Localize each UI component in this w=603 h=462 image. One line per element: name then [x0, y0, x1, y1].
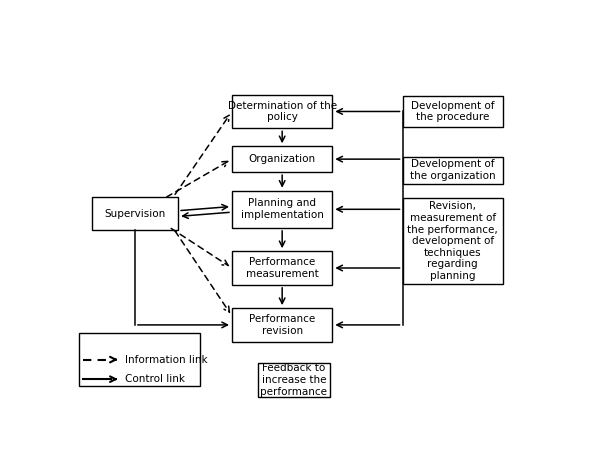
Text: Determination of the
policy: Determination of the policy — [227, 101, 336, 122]
Text: Information link: Information link — [125, 355, 208, 365]
FancyBboxPatch shape — [257, 363, 330, 397]
Text: Revision,
measurement of
the performance,
development of
techniques
regarding
pl: Revision, measurement of the performance… — [408, 201, 498, 281]
FancyBboxPatch shape — [232, 191, 332, 228]
Text: Supervision: Supervision — [104, 208, 166, 219]
FancyBboxPatch shape — [403, 199, 503, 284]
Text: Development of
the procedure: Development of the procedure — [411, 101, 494, 122]
Text: Organization: Organization — [248, 154, 316, 164]
FancyBboxPatch shape — [232, 95, 332, 128]
Text: Performance
revision: Performance revision — [249, 314, 315, 336]
Text: Feedback to
increase the
performance: Feedback to increase the performance — [260, 364, 327, 397]
FancyBboxPatch shape — [78, 333, 200, 386]
Text: Performance
measurement: Performance measurement — [246, 257, 318, 279]
FancyBboxPatch shape — [232, 251, 332, 285]
Text: Planning and
implementation: Planning and implementation — [241, 199, 324, 220]
FancyBboxPatch shape — [232, 308, 332, 342]
Text: Development of
the organization: Development of the organization — [410, 159, 496, 181]
FancyBboxPatch shape — [232, 146, 332, 172]
Text: Control link: Control link — [125, 374, 185, 384]
FancyBboxPatch shape — [403, 97, 503, 127]
FancyBboxPatch shape — [92, 197, 178, 231]
FancyBboxPatch shape — [403, 157, 503, 183]
